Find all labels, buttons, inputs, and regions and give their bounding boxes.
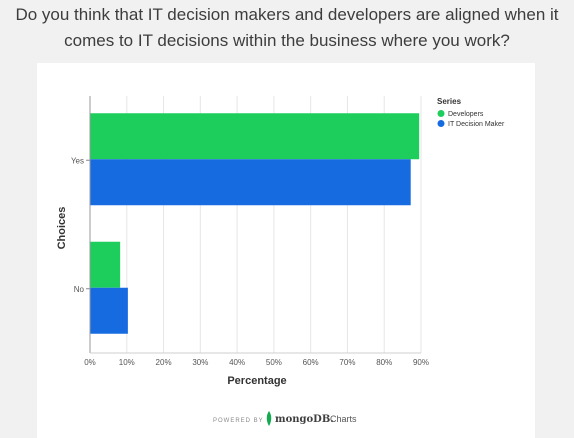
x-tick-label: 30% <box>192 358 208 367</box>
brand-name: mongoDB. <box>275 414 334 425</box>
x-tick-label: 40% <box>229 358 245 367</box>
x-tick-label: 10% <box>119 358 135 367</box>
bar-yes-it-decision-maker <box>90 159 411 206</box>
legend-swatch <box>437 110 445 117</box>
x-axis-title: Percentage <box>227 375 286 387</box>
legend: Series Developers IT Decision Maker <box>437 97 505 128</box>
axes: 0% 10% 20% 30% 40% 50% 60% 70% 80% 90% Yes No <box>71 96 429 367</box>
powered-by-label: POWERED BY <box>213 418 264 424</box>
y-axis-title: Choices <box>56 207 68 250</box>
brand-suffix: Charts <box>330 414 357 424</box>
x-tick-label: 90% <box>413 358 429 367</box>
bar-no-it-decision-maker <box>90 287 128 334</box>
x-tick-label: 70% <box>339 358 355 367</box>
legend-swatch <box>437 120 445 127</box>
chart-card: 0% 10% 20% 30% 40% 50% 60% 70% 80% 90% Yes No Serie… <box>37 63 535 438</box>
y-tick-label: Yes <box>71 156 84 165</box>
bar-yes-developers <box>90 113 420 160</box>
legend-item-label: Developers <box>448 111 484 118</box>
x-tick-label: 60% <box>303 358 319 367</box>
powered-by-branding: POWERED BY mongoDB. Charts <box>213 411 357 426</box>
x-tick-label: 50% <box>266 358 282 367</box>
question-line-1: Do you think that IT decision makers and… <box>15 5 559 24</box>
bar-no-developers <box>90 241 121 288</box>
legend-item-label: IT Decision Maker <box>448 121 505 128</box>
bar-chart: 0% 10% 20% 30% 40% 50% 60% 70% 80% 90% Yes No Serie… <box>56 96 505 426</box>
chart-question-title: Do you think that IT decision makers and… <box>0 2 574 54</box>
y-tick-label: No <box>74 285 85 294</box>
bars <box>90 113 420 334</box>
x-tick-label: 0% <box>84 358 96 367</box>
question-line-2: comes to IT decisions within the busines… <box>64 31 510 50</box>
x-tick-label: 20% <box>156 358 172 367</box>
mongodb-leaf-icon <box>266 411 272 426</box>
x-tick-label: 80% <box>376 358 392 367</box>
legend-title: Series <box>437 97 462 106</box>
